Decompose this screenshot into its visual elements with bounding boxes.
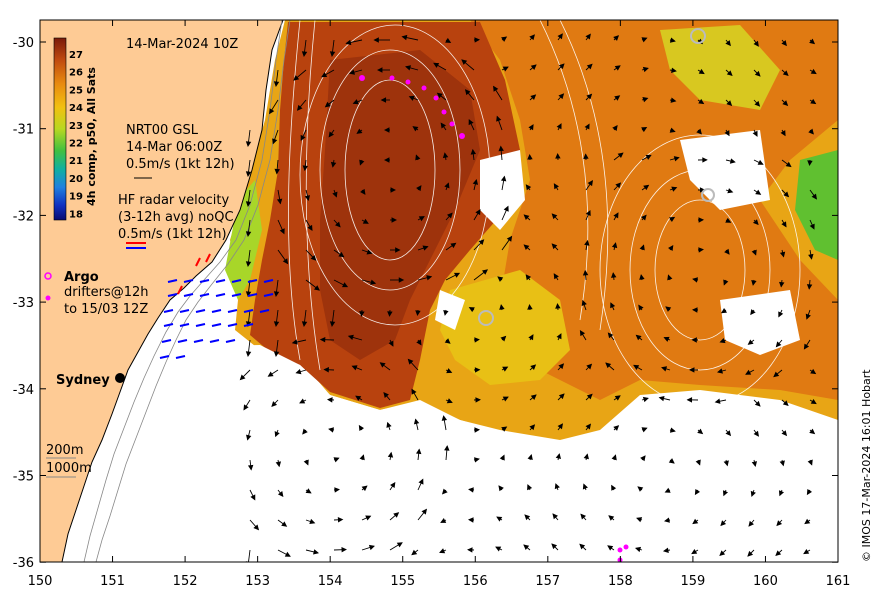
colorbar-title: 4h comp, p50, All Sats — [85, 67, 98, 206]
gsl-line2: 14-Mar 06:00Z — [126, 140, 222, 155]
sydney-marker — [115, 373, 125, 383]
y-tick-label: -31 — [13, 123, 34, 138]
colorbar — [54, 38, 66, 220]
colorbar-tick-label: 22 — [69, 139, 83, 150]
date-label: 14-Mar-2024 10Z — [126, 37, 238, 52]
y-tick-label: -30 — [13, 36, 34, 51]
drifters-line2: to 15/03 12Z — [64, 302, 148, 317]
gsl-line3: 0.5m/s (1kt 12h) — [126, 157, 235, 172]
x-tick-label: 156 — [463, 574, 488, 589]
drifters-line1: drifters@12h — [64, 285, 149, 300]
hf-line1: HF radar velocity — [118, 193, 230, 208]
y-tick-label: -35 — [13, 470, 34, 485]
colorbar-tick-label: 27 — [69, 50, 83, 61]
isobath-label-1000: 1000m — [46, 461, 92, 476]
x-tick-label: 150 — [28, 574, 53, 589]
drifter-legend-icon — [46, 296, 51, 301]
x-tick-label: 151 — [100, 574, 125, 589]
map-body — [40, 20, 838, 566]
x-tick-label: 154 — [318, 574, 343, 589]
city-label: Sydney — [56, 373, 110, 388]
x-tick-label: 153 — [245, 574, 270, 589]
argo-label: Argo — [64, 270, 99, 285]
x-tick-label: 158 — [608, 574, 633, 589]
colorbar-tick-label: 21 — [69, 156, 83, 167]
y-tick-label: -32 — [13, 209, 34, 224]
colorbar-tick-label: 20 — [69, 174, 83, 185]
x-tick-label: 159 — [680, 574, 705, 589]
hf-line3: 0.5m/s (1kt 12h) — [118, 227, 227, 242]
y-tick-label: -36 — [13, 556, 34, 571]
x-tick-label: 157 — [535, 574, 560, 589]
colorbar-tick-label: 24 — [69, 103, 83, 114]
colorbar-tick-label: 19 — [69, 192, 83, 203]
credit-label: © IMOS 17-Mar-2024 16:01 Hobart — [860, 369, 873, 562]
x-tick-label: 152 — [173, 574, 198, 589]
hf-line2: (3-12h avg) noQC — [118, 210, 234, 225]
x-tick-label: 161 — [826, 574, 851, 589]
colorbar-tick-label: 18 — [69, 209, 83, 220]
colorbar-tick-label: 25 — [69, 85, 83, 96]
colorbar-tick-label: 26 — [69, 68, 83, 79]
x-tick-label: 160 — [753, 574, 778, 589]
y-tick-label: -33 — [13, 296, 34, 311]
y-tick-label: -34 — [13, 383, 34, 398]
gsl-line1: NRT00 GSL — [126, 123, 199, 138]
x-tick-label: 155 — [390, 574, 415, 589]
colorbar-tick-label: 23 — [69, 121, 83, 132]
isobath-label-200: 200m — [46, 443, 83, 458]
